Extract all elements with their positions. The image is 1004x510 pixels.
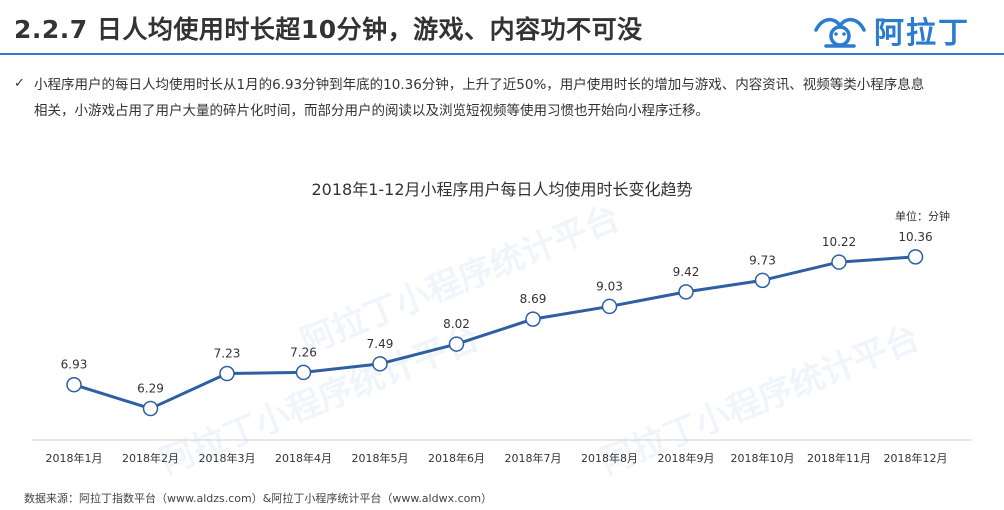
data-label: 6.93 xyxy=(61,358,88,372)
x-tick-label: 2018年4月 xyxy=(275,451,332,465)
checkmark-icon: ✓ xyxy=(14,76,25,91)
x-tick-label: 2018年9月 xyxy=(658,451,715,465)
aladdin-logo: 阿拉丁 xyxy=(812,8,998,52)
unit-label: 单位：分钟 xyxy=(895,210,950,223)
data-point xyxy=(448,336,465,352)
x-tick-label: 2018年12月 xyxy=(884,451,948,465)
x-tick-label: 2018年1月 xyxy=(46,451,103,465)
x-tick-label: 2018年8月 xyxy=(581,451,638,465)
line-chart: 阿拉丁小程序统计平台 阿拉丁小程序统计平台 阿拉丁小程序统计平台 2018年1-… xyxy=(32,168,972,486)
data-point xyxy=(601,298,618,315)
title-divider xyxy=(0,53,1004,55)
lamp-icon xyxy=(814,17,866,48)
data-label: 9.03 xyxy=(596,279,623,293)
x-tick-label: 2018年2月 xyxy=(122,451,179,465)
data-point xyxy=(831,254,847,270)
data-label: 7.49 xyxy=(367,337,394,351)
data-label: 10.22 xyxy=(822,235,856,249)
data-label: 9.73 xyxy=(749,253,776,267)
logo-text: 阿拉丁 xyxy=(874,16,970,51)
data-point xyxy=(66,376,82,393)
page-title: 2.2.7 日人均使用时长超10分钟，游戏、内容功不可没 xyxy=(14,15,643,44)
data-label: 9.42 xyxy=(673,265,700,279)
data-label: 6.29 xyxy=(137,382,164,396)
x-tick-label: 2018年6月 xyxy=(428,451,485,465)
data-point xyxy=(525,311,541,327)
data-point xyxy=(142,400,159,417)
x-tick-label: 2018年5月 xyxy=(352,451,409,465)
data-point xyxy=(219,365,235,382)
data-source: 数据来源：阿拉丁指数平台（www.aldzs.com）&阿拉丁小程序统计平台（w… xyxy=(24,492,493,505)
chart-title: 2018年1-12月小程序用户每日人均使用时长变化趋势 xyxy=(311,180,693,199)
data-label: 8.02 xyxy=(443,317,470,331)
data-point xyxy=(372,356,388,372)
data-label: 7.23 xyxy=(214,347,241,361)
data-label: 10.36 xyxy=(898,230,932,244)
x-tick-label: 2018年11月 xyxy=(807,451,871,465)
data-point xyxy=(295,364,312,381)
chart-plot: 6.93 6.29 7.23 7.26 7.49 8.02 8.69 9.03 9.42 9.73… xyxy=(32,230,972,465)
data-label: 7.26 xyxy=(290,345,317,359)
summary-text: 小程序用户的每日人均使用时长从1月的6.93分钟到年底的10.36分钟，上升了近… xyxy=(34,77,925,119)
data-point xyxy=(907,249,924,265)
x-tick-label: 2018年7月 xyxy=(505,451,562,465)
x-tick-label: 2018年10月 xyxy=(731,451,795,465)
data-point xyxy=(678,284,694,300)
data-point xyxy=(754,272,771,289)
series-line xyxy=(73,255,916,411)
data-label: 8.69 xyxy=(520,292,547,306)
x-tick-label: 2018年3月 xyxy=(199,451,256,465)
